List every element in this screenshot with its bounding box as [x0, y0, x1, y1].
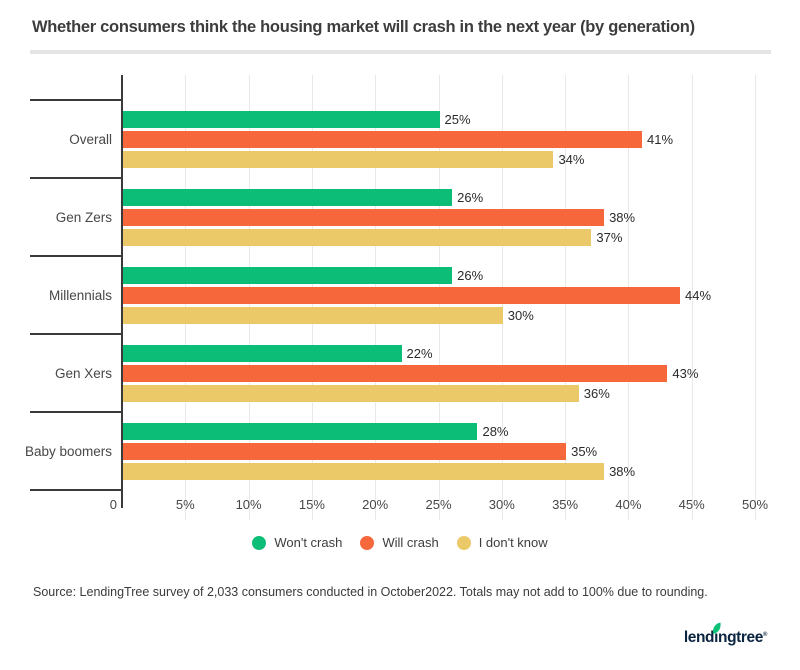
legend-label: Won't crash: [274, 535, 343, 550]
bar-chart: Overall 25% 41% 34% Gen Zers 26% 38% 37% Millenn…: [0, 75, 800, 522]
category-tick: [30, 489, 122, 491]
category-tick: [30, 411, 122, 413]
bar-row: 28%: [123, 423, 800, 440]
category-label: Gen Zers: [55, 209, 112, 225]
category-group: Overall 25% 41% 34%: [0, 100, 800, 178]
bar-row: 38%: [123, 209, 800, 226]
bar: [123, 267, 453, 284]
bar-value-label: 43%: [672, 366, 699, 381]
bar-value-label: 25%: [444, 112, 471, 127]
bar: [123, 423, 478, 440]
legend: Won't crash Will crash I don't know: [0, 535, 800, 550]
legend-dot: [360, 535, 375, 550]
bar: [123, 131, 643, 148]
lendingtree-logo: lendingtree®: [683, 622, 767, 647]
bar-row: 38%: [123, 463, 800, 480]
bar-row: 36%: [123, 385, 800, 402]
bar-value-label: 36%: [583, 386, 610, 401]
gridline: [691, 75, 693, 520]
category-tick: [30, 255, 122, 257]
bar-value-label: 38%: [609, 210, 636, 225]
title-divider: [30, 50, 771, 54]
bar: [123, 111, 440, 128]
x-tick-label: 40%: [615, 497, 642, 512]
bar-row: 30%: [123, 307, 800, 324]
bar: [123, 385, 579, 402]
category-label: Gen Xers: [54, 365, 112, 381]
bar: [123, 365, 668, 382]
x-tick-label: 45%: [678, 497, 705, 512]
legend-dot: [252, 535, 267, 550]
logo-trademark: ®: [762, 631, 767, 638]
bar-value-label: 22%: [406, 346, 433, 361]
bar-value-label: 44%: [685, 288, 712, 303]
category-tick: [30, 99, 122, 101]
bar-row: 41%: [123, 131, 800, 148]
bar: [123, 287, 681, 304]
bar-value-label: 34%: [558, 152, 585, 167]
x-tick-label: 35%: [552, 497, 579, 512]
bar: [123, 443, 567, 460]
x-tick-label: 50%: [741, 497, 769, 512]
category-group: Gen Xers 22% 43% 36%: [0, 334, 800, 412]
category-tick: [30, 177, 122, 179]
bar-value-label: 35%: [571, 444, 598, 459]
x-tick-label: 20%: [362, 497, 389, 512]
legend-item: I don't know: [456, 535, 548, 550]
bar-row: 37%: [123, 229, 800, 246]
category-label: Baby boomers: [24, 443, 112, 459]
legend-item: Will crash: [360, 535, 439, 550]
legend-item: Won't crash: [252, 535, 342, 550]
legend-label: Will crash: [382, 535, 439, 550]
category-label: Overall: [69, 131, 112, 147]
category-group: Baby boomers 28% 35% 38%: [0, 412, 800, 490]
bar: [123, 151, 554, 168]
legend-label: I don't know: [478, 535, 548, 550]
category-group: Gen Zers 26% 38% 37%: [0, 178, 800, 256]
bar-row: 25%: [123, 111, 800, 128]
bar-value-label: 37%: [596, 230, 623, 245]
bar: [123, 463, 605, 480]
bar-value-label: 26%: [457, 190, 484, 205]
bar-value-label: 28%: [482, 424, 509, 439]
bar: [123, 307, 503, 324]
bar-row: 22%: [123, 345, 800, 362]
x-tick-label: 25%: [425, 497, 452, 512]
bar-row: 34%: [123, 151, 800, 168]
category-label: Millennials: [48, 287, 112, 303]
category-tick: [30, 333, 122, 335]
bar: [123, 229, 592, 246]
x-tick-label: 5%: [175, 497, 195, 512]
x-tick-label: 15%: [298, 497, 325, 512]
leaf-icon: [712, 622, 721, 634]
bar: [123, 209, 605, 226]
bar-row: 43%: [123, 365, 800, 382]
category-group: Millennials 26% 44% 30%: [0, 256, 800, 334]
bar-row: 44%: [123, 287, 800, 304]
bar-row: 26%: [123, 267, 800, 284]
source-note: Source: LendingTree survey of 2,033 cons…: [33, 585, 708, 599]
bar: [123, 345, 402, 362]
x-tick-label: 0: [109, 497, 117, 512]
bar-value-label: 26%: [457, 268, 484, 283]
bar-value-label: 30%: [507, 308, 534, 323]
bar-value-label: 41%: [647, 132, 674, 147]
legend-dot: [456, 535, 471, 550]
y-axis-line: [121, 75, 123, 508]
bar-value-label: 38%: [609, 464, 636, 479]
gridline: [755, 75, 756, 520]
bar: [123, 189, 453, 206]
bar-row: 35%: [123, 443, 800, 460]
x-tick-label: 10%: [235, 497, 262, 512]
bar-row: 26%: [123, 189, 800, 206]
x-tick-label: 30%: [488, 497, 515, 512]
chart-title: Whether consumers think the housing mark…: [32, 18, 695, 36]
logo-text: lendingtree: [683, 629, 764, 646]
